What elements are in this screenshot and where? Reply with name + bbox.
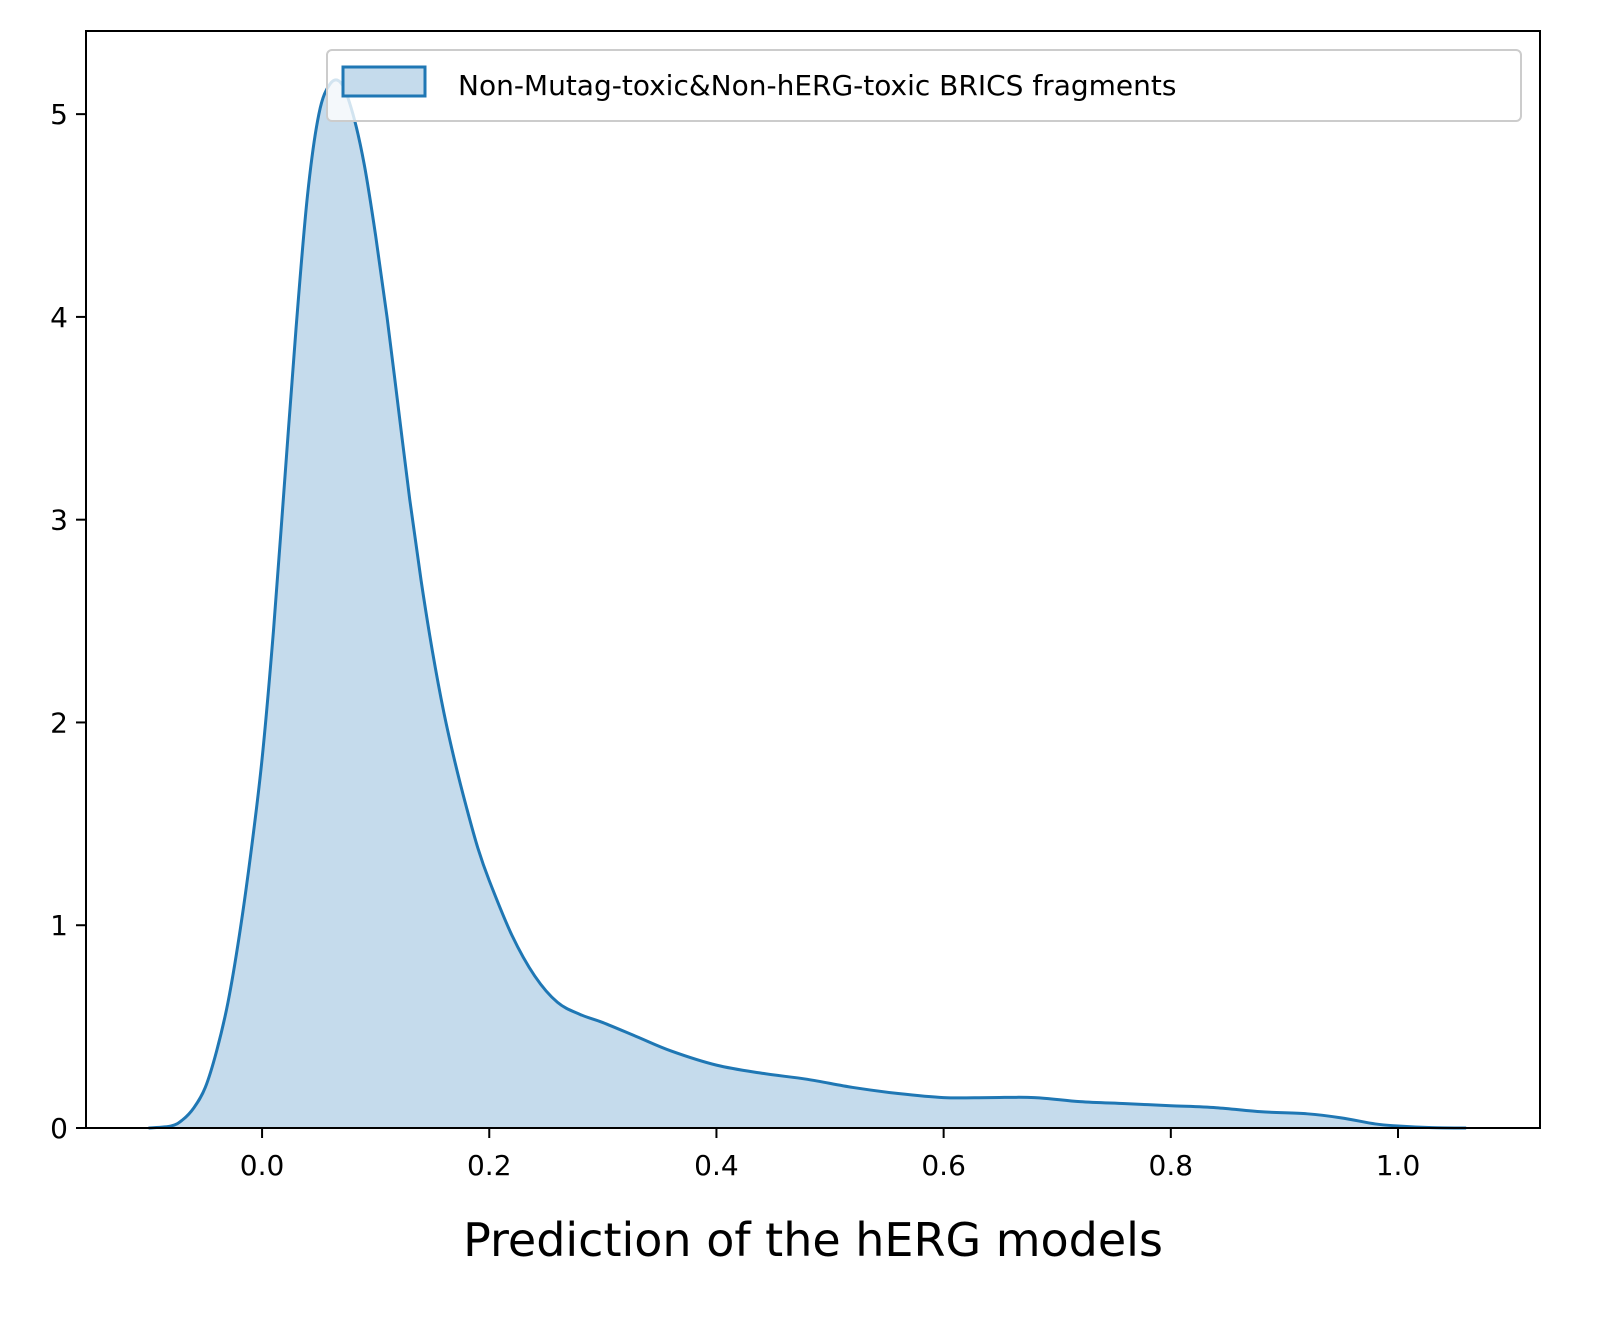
y-tick-label: 2	[50, 706, 68, 739]
x-tick-label: 0.6	[921, 1149, 966, 1182]
y-tick-label: 4	[50, 301, 68, 334]
y-tick-label: 0	[50, 1112, 68, 1145]
legend: Non-Mutag-toxic&Non-hERG-toxic BRICS fra…	[326, 49, 1522, 122]
legend-swatch	[341, 65, 427, 98]
density-area-fill	[148, 79, 1467, 1129]
x-tick-label: 1.0	[1376, 1149, 1421, 1182]
x-axis-ticks: 0.0 0.2 0.4 0.6 0.8 1.0	[240, 1128, 1420, 1182]
y-tick-label: 5	[50, 98, 68, 131]
x-tick-label: 0.2	[467, 1149, 512, 1182]
x-axis-title: Prediction of the hERG models	[463, 1213, 1163, 1267]
y-tick-label: 1	[50, 909, 68, 942]
density-curve-line	[148, 78, 1467, 1130]
legend-label: Non-Mutag-toxic&Non-hERG-toxic BRICS fra…	[458, 69, 1176, 102]
x-tick-label: 0.0	[240, 1149, 285, 1182]
legend-box	[326, 49, 1522, 122]
plot-frame	[85, 30, 1541, 1129]
x-tick-label: 0.4	[694, 1149, 739, 1182]
y-tick-label: 3	[50, 504, 68, 537]
y-axis-ticks: 0 1 2 3 4 5	[50, 98, 86, 1145]
x-tick-label: 0.8	[1149, 1149, 1194, 1182]
